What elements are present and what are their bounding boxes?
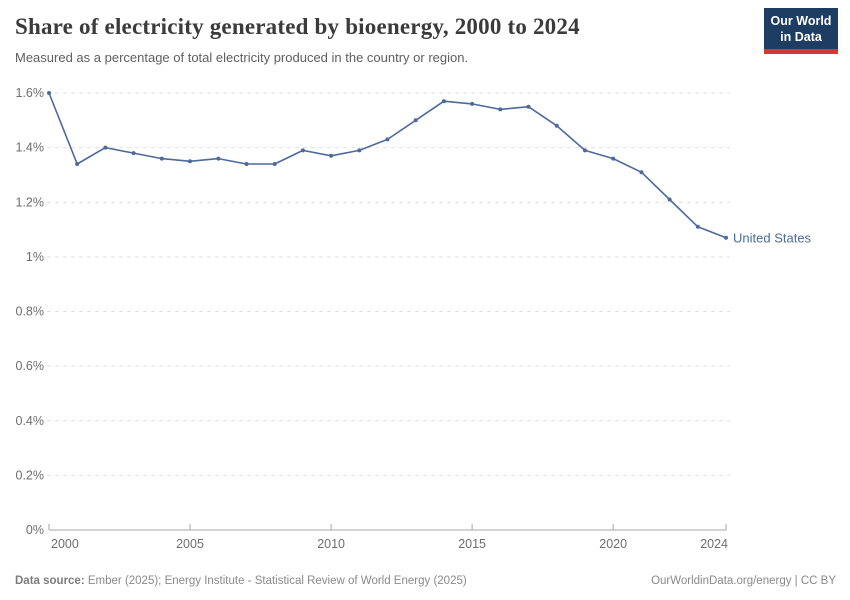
data-point[interactable] — [583, 148, 587, 153]
credit-line[interactable]: OurWorldinData.org/energy | CC BY — [651, 575, 836, 587]
y-tick-label: 0.2% — [16, 468, 45, 482]
data-point[interactable] — [216, 156, 221, 161]
y-tick-label: 1.6% — [16, 86, 45, 100]
x-tick-label: 2015 — [458, 537, 486, 551]
x-tick-label: 2000 — [51, 537, 79, 551]
data-point[interactable] — [300, 148, 305, 153]
data-point[interactable] — [357, 148, 362, 153]
data-point[interactable] — [724, 235, 728, 240]
y-tick-label: 0.8% — [16, 305, 45, 319]
data-point[interactable] — [272, 162, 277, 166]
data-point[interactable] — [413, 118, 418, 123]
data-source: Data source: Ember (2025); Energy Instit… — [15, 575, 467, 587]
owid-logo[interactable]: Our World in Data — [764, 8, 838, 55]
data-point[interactable] — [103, 145, 108, 150]
data-point[interactable] — [554, 123, 559, 128]
x-tick-label: 2010 — [317, 537, 345, 551]
data-point[interactable] — [385, 137, 390, 142]
y-tick-label: 1.2% — [16, 195, 45, 209]
y-tick-label: 1.4% — [16, 141, 45, 155]
data-point[interactable] — [526, 104, 531, 109]
data-point[interactable] — [47, 91, 51, 95]
data-point[interactable] — [329, 153, 334, 158]
data-point[interactable] — [695, 224, 700, 229]
data-point[interactable] — [667, 197, 672, 202]
y-tick-label: 0.6% — [16, 359, 45, 373]
chart-subtitle: Measured as a percentage of total electr… — [15, 50, 469, 65]
x-tick-label: 2005 — [176, 537, 204, 551]
y-tick-label: 1% — [26, 250, 44, 264]
series-line[interactable] — [48, 92, 727, 239]
data-source-text: Ember (2025); Energy Institute - Statist… — [87, 575, 467, 587]
owid-logo-line2: in Data — [780, 29, 822, 44]
data-point[interactable] — [75, 162, 80, 166]
data-point[interactable] — [611, 156, 616, 161]
data-point[interactable] — [159, 156, 164, 161]
owid-logo-line1: Our World — [770, 14, 832, 28]
data-point[interactable] — [188, 159, 192, 164]
data-point[interactable] — [498, 107, 503, 112]
data-point[interactable] — [639, 170, 644, 175]
y-tick-label: 0% — [26, 523, 44, 537]
data-point[interactable] — [131, 151, 136, 156]
page-title: Share of electricity generated by bioene… — [15, 14, 580, 39]
data-point[interactable] — [470, 101, 475, 106]
y-tick-label: 0.4% — [16, 414, 45, 428]
data-source-label: Data source: — [15, 575, 85, 587]
entity-label[interactable]: United States — [733, 230, 812, 245]
x-tick-label: 2020 — [599, 537, 627, 551]
x-tick-label: 2024 — [700, 537, 728, 551]
data-point[interactable] — [244, 162, 249, 166]
data-point[interactable] — [441, 99, 446, 104]
